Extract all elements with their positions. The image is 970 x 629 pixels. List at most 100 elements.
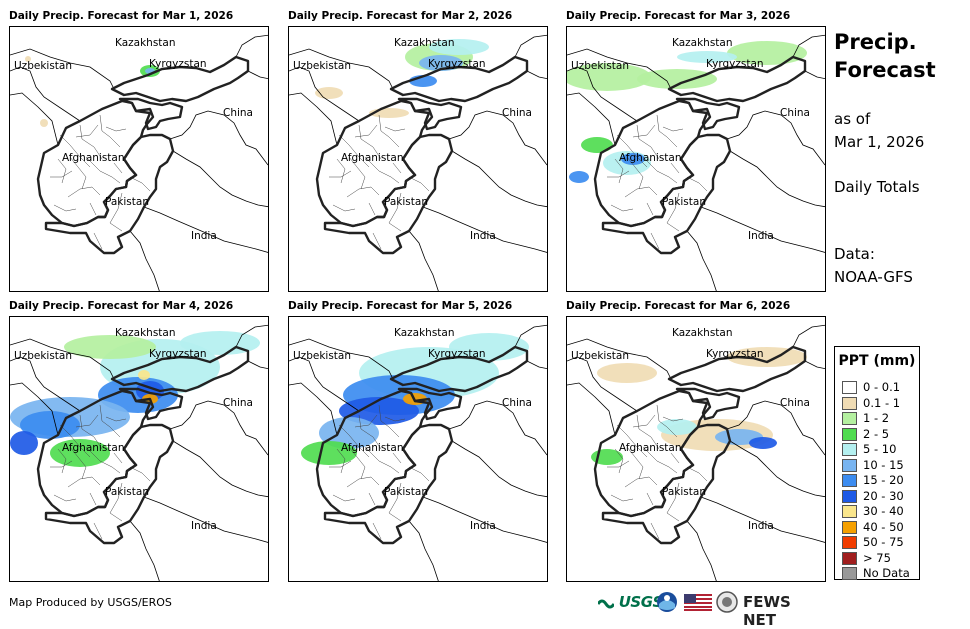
label-kyrgyzstan: Kyrgyzstan <box>706 58 764 70</box>
region-border <box>601 133 732 255</box>
precip-area <box>138 370 150 380</box>
usaid-seal-icon <box>716 591 738 613</box>
legend-item: 30 - 40 <box>842 505 904 521</box>
province-border <box>368 202 376 216</box>
country-border <box>289 356 360 412</box>
province-border <box>614 448 624 474</box>
label-kazakhstan: Kazakhstan <box>115 327 176 339</box>
legend-swatch <box>842 412 857 425</box>
label-kyrgyzstan: Kyrgyzstan <box>706 348 764 360</box>
label-pakistan: Pakistan <box>105 196 149 208</box>
country-border <box>289 338 394 380</box>
label-uzbekistan: Uzbekistan <box>14 350 72 362</box>
precip-area <box>727 41 807 65</box>
province-border <box>89 202 97 216</box>
fews-net-logo: FEWS NET <box>743 593 791 629</box>
region-border <box>110 55 250 103</box>
country-border <box>247 70 268 80</box>
country-border <box>448 400 547 456</box>
province-border <box>329 460 352 468</box>
label-afghanistan: Afghanistan <box>619 152 682 164</box>
country-border <box>448 110 547 166</box>
province-border <box>53 204 77 212</box>
country-border <box>804 360 825 370</box>
country-border <box>514 324 547 348</box>
data-source: Data: NOAA-GFS <box>834 245 913 286</box>
province-border <box>368 492 376 506</box>
legend-label: 15 - 20 <box>863 473 904 487</box>
country-border <box>408 520 439 581</box>
region-border <box>601 423 732 545</box>
province-border <box>607 170 630 178</box>
province-border <box>109 192 123 224</box>
country-border <box>792 34 825 58</box>
label-china: China <box>502 107 532 119</box>
province-border <box>79 124 103 160</box>
province-border <box>646 202 654 216</box>
country-border <box>567 48 672 90</box>
region-border <box>44 133 175 255</box>
province-border <box>85 446 121 474</box>
country-border <box>10 66 81 122</box>
precip-area <box>301 441 357 465</box>
province-border <box>636 414 660 450</box>
province-border <box>686 466 708 482</box>
province-border <box>99 404 121 438</box>
province-border <box>93 522 103 540</box>
province-border <box>364 446 400 474</box>
country-border <box>567 356 638 412</box>
precip-area <box>64 335 156 359</box>
region-border <box>675 387 741 421</box>
province-border <box>670 452 680 464</box>
province-border <box>636 124 660 160</box>
province-border <box>105 126 127 132</box>
country-border <box>172 150 268 208</box>
province-border <box>384 416 406 422</box>
precip-area <box>10 431 38 455</box>
panel-title: Daily Precip. Forecast for Mar 1, 2026 <box>9 10 234 22</box>
province-border <box>109 512 123 522</box>
legend-item: 1 - 2 <box>842 412 889 428</box>
province-border <box>75 414 99 428</box>
region-border <box>118 387 184 421</box>
label-china: China <box>223 107 253 119</box>
province-border <box>358 414 382 450</box>
province-border <box>75 124 99 138</box>
precip-area <box>597 363 657 383</box>
label-uzbekistan: Uzbekistan <box>571 60 629 72</box>
country-border <box>289 66 360 122</box>
legend-swatch <box>842 381 857 394</box>
label-india: India <box>748 520 774 532</box>
province-border <box>378 114 400 148</box>
precip-area <box>569 171 589 183</box>
country-border <box>567 382 616 436</box>
province-border <box>388 512 402 522</box>
province-border <box>53 494 77 502</box>
country-border <box>129 230 160 291</box>
province-border <box>50 170 73 178</box>
precip-area <box>677 51 737 63</box>
country-border <box>289 382 338 436</box>
legend-label: 2 - 5 <box>863 426 890 441</box>
province-border <box>336 448 346 474</box>
province-border <box>346 186 380 198</box>
precip-map: Kazakhstan Uzbekistan Kyrgyzstan China Afgha… <box>9 316 269 582</box>
label-kazakhstan: Kazakhstan <box>394 37 455 49</box>
province-border <box>69 446 87 480</box>
forecast-panel-3: Daily Precip. Forecast for Mar 3, 2026 Ka… <box>566 10 826 292</box>
region-border <box>389 55 529 103</box>
forecast-panel-2: Daily Precip. Forecast for Mar 2, 2026 Ka… <box>288 10 548 292</box>
legend-label: > 75 <box>863 550 891 565</box>
province-border <box>57 448 67 474</box>
logos: USGS FEWS NET <box>596 590 828 629</box>
label-kyrgyzstan: Kyrgyzstan <box>149 58 207 70</box>
panel-title: Daily Precip. Forecast for Mar 5, 2026 <box>288 300 513 312</box>
totals-text: Daily Totals <box>834 178 920 196</box>
country-border <box>726 400 825 456</box>
region-border <box>44 423 175 545</box>
label-pakistan: Pakistan <box>384 486 428 498</box>
precip-area <box>25 56 31 62</box>
province-border <box>662 416 684 422</box>
precip-map: Kazakhstan Uzbekistan Kyrgyzstan China Afgha… <box>566 26 826 292</box>
province-border <box>624 186 658 198</box>
